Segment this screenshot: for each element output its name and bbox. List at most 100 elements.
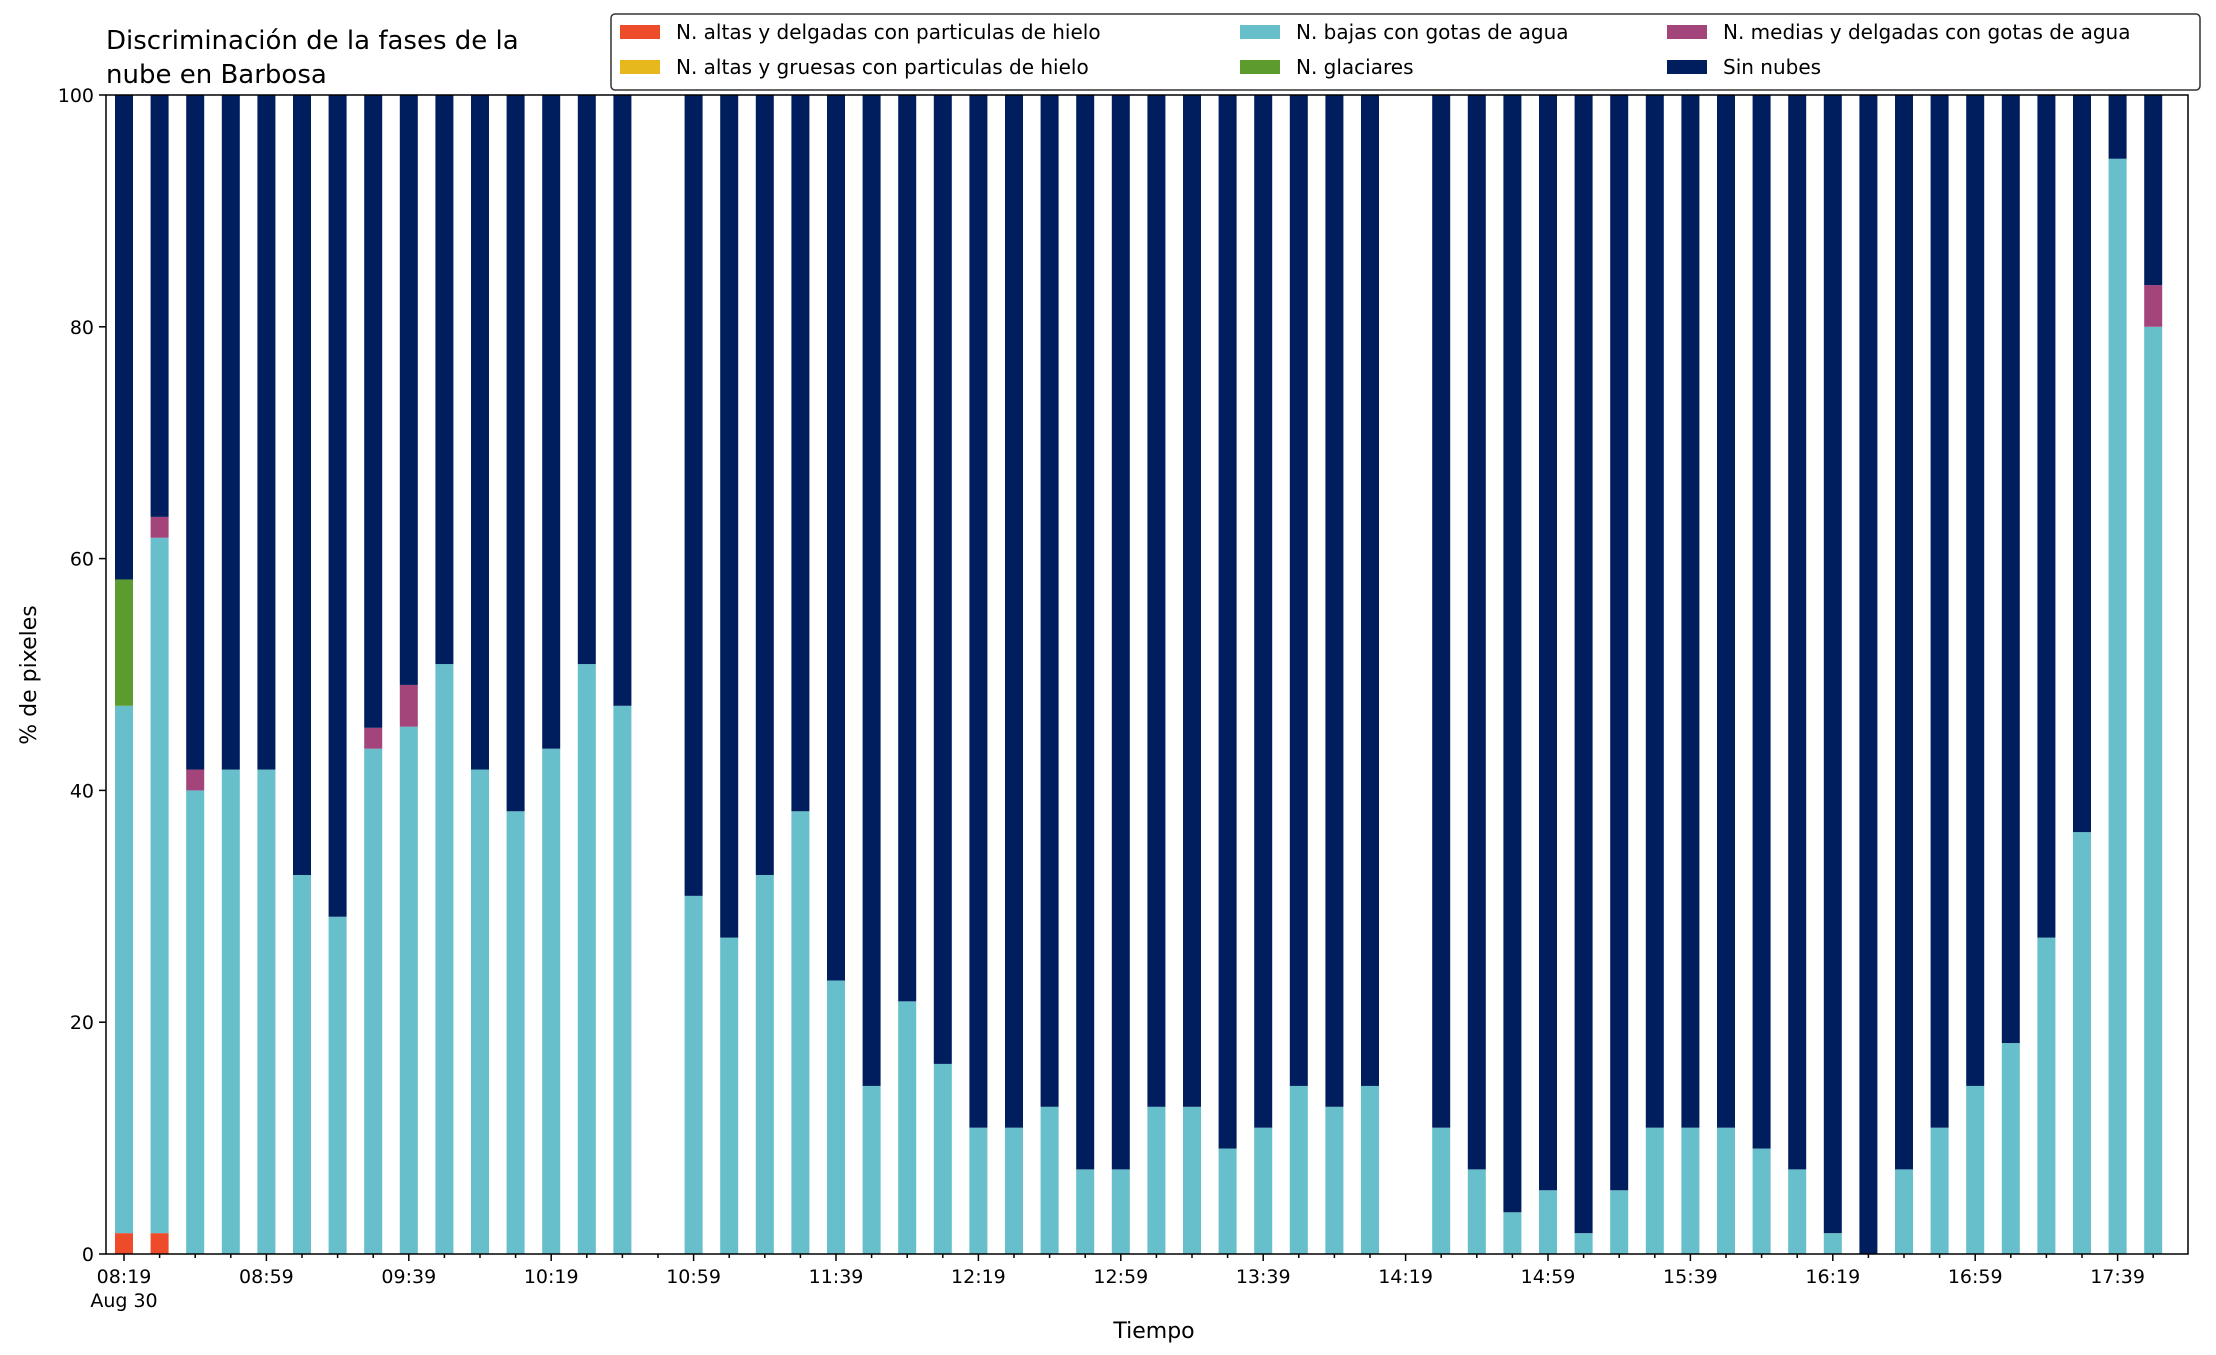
legend-item-medias-agua: N. medias y delgadas con gotas de agua: [1667, 20, 2131, 44]
bar-segment-sin-nubes: [1111, 95, 1130, 1170]
bar-stack: [1040, 95, 1059, 1254]
bar-segment-sin-nubes: [1895, 95, 1913, 1170]
bar-stack: [1895, 95, 1913, 1254]
bar-stack: [328, 95, 347, 1254]
bar-segment-bajas-agua: [755, 875, 774, 1254]
legend-label: Sin nubes: [1723, 55, 1821, 79]
chart-title-line-2: nube en Barbosa: [106, 60, 327, 90]
bar-segment-hielo-delgadas: [115, 1233, 133, 1254]
bar-stack: [898, 95, 917, 1254]
bar-segment-sin-nubes: [1432, 95, 1451, 1128]
bar-segment-bajas-agua: [1610, 1190, 1629, 1254]
bar-segment-bajas-agua: [1930, 1127, 1949, 1254]
bar-segment-bajas-agua: [2073, 832, 2091, 1254]
bar-stack: [1503, 95, 1522, 1254]
bar-segment-bajas-agua: [2001, 1043, 2020, 1254]
bar-stack: [1147, 95, 1166, 1254]
bar-stack: [1111, 95, 1130, 1254]
bar-segment-bajas-agua: [1574, 1233, 1593, 1254]
bar-stack: [684, 95, 703, 1254]
bar-stack: [2073, 95, 2091, 1254]
bar-segment-sin-nubes: [2073, 95, 2091, 833]
bar-segment-bajas-agua: [1361, 1085, 1379, 1254]
legend-label: N. glaciares: [1296, 55, 1414, 79]
bar-segment-bajas-agua: [1111, 1169, 1130, 1254]
bar-segment-sin-nubes: [1503, 95, 1522, 1213]
bar-stack: [2001, 95, 2020, 1254]
bar-segment-sin-nubes: [827, 95, 845, 981]
bar-segment-bajas-agua: [2108, 158, 2127, 1254]
bar-segment-sin-nubes: [150, 95, 169, 517]
legend-swatch: [620, 60, 660, 74]
bar-segment-sin-nubes: [1218, 95, 1237, 1149]
x-date-label: Aug 30: [90, 1290, 157, 1312]
bar-stack: [221, 95, 240, 1254]
bar-segment-sin-nubes: [2001, 95, 2020, 1044]
bar-segment-sin-nubes: [1254, 95, 1273, 1128]
bar-segment-sin-nubes: [2108, 95, 2127, 159]
bar-stack: [506, 95, 525, 1254]
bar-segment-bajas-agua: [1966, 1085, 1985, 1254]
bar-segment-bajas-agua: [1539, 1190, 1557, 1254]
x-tick-label: 08:59: [239, 1266, 294, 1288]
bar-stack: [1930, 95, 1949, 1254]
legend-label: N. medias y delgadas con gotas de agua: [1723, 20, 2131, 44]
bar-stack: [1432, 95, 1451, 1254]
y-tick-label: 100: [58, 85, 94, 107]
bar-segment-bajas-agua: [364, 748, 383, 1254]
x-tick-label: 08:19: [97, 1266, 152, 1288]
bar-segment-sin-nubes: [1361, 95, 1379, 1086]
bar-segment-sin-nubes: [1823, 95, 1842, 1234]
x-tick-label: 11:39: [809, 1266, 864, 1288]
bar-stack: [1289, 95, 1308, 1254]
x-tick-label: 09:39: [381, 1266, 436, 1288]
bar-segment-bajas-agua: [186, 790, 205, 1254]
bar-segment-bajas-agua: [1432, 1127, 1451, 1254]
bar-segment-bajas-agua: [1147, 1106, 1166, 1254]
bar-segment-sin-nubes: [1610, 95, 1629, 1191]
bar-segment-sin-nubes: [2144, 95, 2163, 286]
legend-item-sin-nubes: Sin nubes: [1667, 55, 1821, 79]
bar-segment-sin-nubes: [257, 95, 276, 770]
bar-stack: [1859, 95, 1878, 1254]
bar-stack: [827, 95, 845, 1254]
bar-stack: [1717, 95, 1735, 1254]
bar-stack: [1467, 95, 1486, 1254]
bar-segment-bajas-agua: [898, 1001, 917, 1254]
bar-stack: [1610, 95, 1629, 1254]
x-tick-label: 16:19: [1805, 1266, 1860, 1288]
bar-segment-bajas-agua: [1503, 1212, 1522, 1254]
bar-segment-sin-nubes: [506, 95, 525, 812]
bar-segment-bajas-agua: [1752, 1148, 1771, 1254]
bar-stack: [115, 95, 133, 1254]
bar-segment-sin-nubes: [2037, 95, 2056, 938]
bar-stack: [1076, 95, 1095, 1254]
legend-label: N. bajas con gotas de agua: [1296, 20, 1569, 44]
bar-segment-sin-nubes: [1788, 95, 1807, 1170]
bar-segment-bajas-agua: [435, 664, 454, 1254]
bar-segment-bajas-agua: [1895, 1169, 1913, 1254]
bar-segment-bajas-agua: [1823, 1233, 1842, 1254]
bar-segment-bajas-agua: [1788, 1169, 1807, 1254]
bar-segment-sin-nubes: [1574, 95, 1593, 1234]
bar-stack: [1218, 95, 1237, 1254]
bar-segment-sin-nubes: [364, 95, 383, 728]
bar-stack: [150, 95, 169, 1254]
bar-segment-medias-agua: [364, 727, 383, 749]
bar-segment-sin-nubes: [1966, 95, 1985, 1086]
bar-segment-sin-nubes: [755, 95, 774, 876]
bar-segment-bajas-agua: [684, 895, 703, 1254]
x-tick-label: 10:19: [524, 1266, 579, 1288]
bar-stack: [1966, 95, 1985, 1254]
bar-stack: [364, 95, 383, 1254]
chart-title-line-1: Discriminación de la fases de la: [106, 26, 519, 56]
bar-segment-bajas-agua: [577, 664, 596, 1254]
bar-stack: [1539, 95, 1557, 1254]
bar-segment-sin-nubes: [293, 95, 311, 876]
legend-swatch: [1240, 60, 1280, 74]
bar-segment-sin-nubes: [1539, 95, 1557, 1191]
bar-segment-sin-nubes: [186, 95, 205, 770]
bar-stack: [186, 95, 205, 1254]
legend-swatch: [1667, 25, 1707, 39]
legend-label: N. altas y gruesas con particulas de hie…: [676, 55, 1089, 79]
